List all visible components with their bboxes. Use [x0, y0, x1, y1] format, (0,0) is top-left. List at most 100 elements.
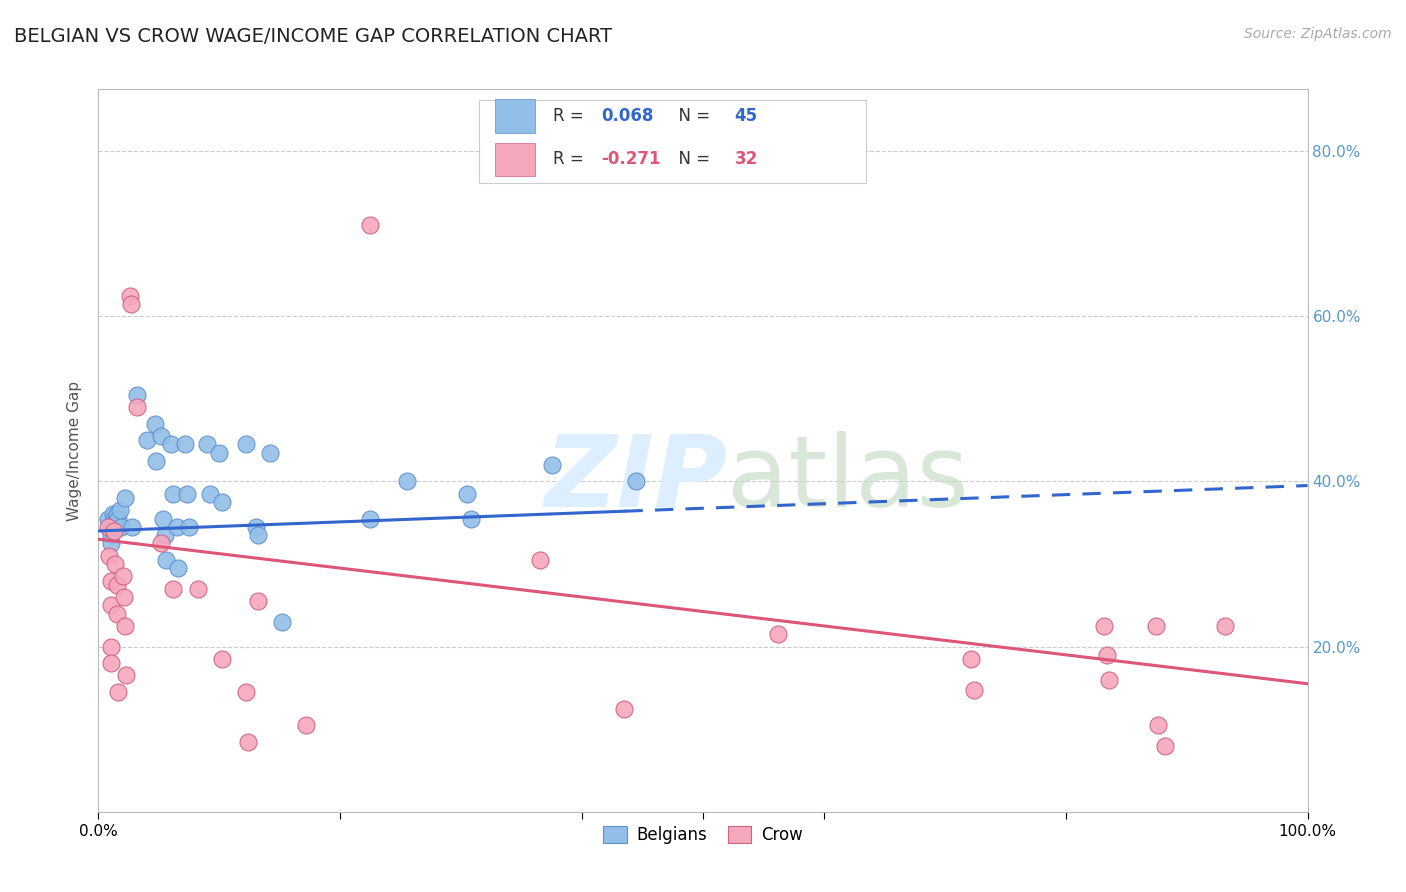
- Point: [235, 685, 257, 699]
- Point: [160, 437, 183, 451]
- Point: [1094, 619, 1116, 633]
- FancyBboxPatch shape: [495, 143, 534, 176]
- Point: [120, 297, 142, 311]
- Point: [104, 557, 127, 571]
- Point: [155, 553, 177, 567]
- Text: 32: 32: [734, 150, 758, 169]
- Text: 0.068: 0.068: [602, 107, 654, 125]
- Point: [103, 516, 125, 530]
- Point: [100, 520, 122, 534]
- Point: [111, 569, 134, 583]
- Point: [1098, 673, 1121, 687]
- Point: [152, 511, 174, 525]
- Point: [179, 520, 201, 534]
- Text: R =: R =: [553, 107, 589, 125]
- Point: [145, 454, 167, 468]
- FancyBboxPatch shape: [479, 100, 866, 183]
- Text: ZIP: ZIP: [544, 431, 727, 528]
- Point: [97, 511, 120, 525]
- Point: [135, 433, 157, 447]
- Text: R =: R =: [553, 150, 589, 169]
- Text: N =: N =: [668, 150, 716, 169]
- Point: [100, 528, 122, 542]
- Point: [174, 437, 197, 451]
- Point: [103, 511, 125, 525]
- Point: [395, 475, 418, 489]
- Point: [153, 528, 176, 542]
- Point: [100, 574, 122, 588]
- Point: [97, 520, 120, 534]
- Point: [626, 475, 648, 489]
- Legend: Belgians, Crow: Belgians, Crow: [596, 819, 810, 850]
- Text: N =: N =: [668, 107, 716, 125]
- Point: [187, 582, 209, 596]
- Point: [121, 520, 143, 534]
- Point: [143, 417, 166, 431]
- Point: [150, 536, 173, 550]
- Text: Source: ZipAtlas.com: Source: ZipAtlas.com: [1244, 27, 1392, 41]
- Point: [245, 520, 267, 534]
- Point: [101, 508, 124, 522]
- Point: [107, 685, 129, 699]
- Point: [766, 627, 789, 641]
- Point: [103, 524, 125, 538]
- Point: [271, 615, 294, 629]
- Point: [105, 508, 128, 522]
- Point: [540, 458, 562, 472]
- Point: [127, 388, 149, 402]
- Text: atlas: atlas: [727, 431, 969, 528]
- Point: [238, 734, 260, 748]
- Point: [613, 701, 636, 715]
- Point: [162, 582, 184, 596]
- Point: [100, 640, 122, 654]
- Point: [1146, 619, 1168, 633]
- Point: [115, 668, 138, 682]
- Point: [108, 503, 131, 517]
- Point: [198, 487, 221, 501]
- Text: BELGIAN VS CROW WAGE/INCOME GAP CORRELATION CHART: BELGIAN VS CROW WAGE/INCOME GAP CORRELAT…: [14, 27, 612, 45]
- Point: [98, 549, 121, 563]
- Point: [105, 607, 128, 621]
- Point: [167, 561, 190, 575]
- Point: [211, 652, 233, 666]
- Point: [1154, 739, 1177, 753]
- Text: -0.271: -0.271: [602, 150, 661, 169]
- Point: [1146, 718, 1168, 732]
- Point: [100, 536, 122, 550]
- Point: [114, 491, 136, 505]
- Point: [114, 619, 136, 633]
- Point: [1215, 619, 1237, 633]
- Point: [211, 495, 233, 509]
- Point: [259, 445, 281, 459]
- Y-axis label: Wage/Income Gap: Wage/Income Gap: [67, 380, 83, 521]
- Point: [460, 511, 482, 525]
- Point: [295, 718, 318, 732]
- Point: [360, 511, 382, 525]
- Point: [176, 487, 198, 501]
- Point: [195, 437, 218, 451]
- FancyBboxPatch shape: [495, 99, 534, 133]
- Point: [110, 520, 132, 534]
- Point: [105, 577, 128, 591]
- Point: [247, 528, 270, 542]
- Point: [529, 553, 551, 567]
- Point: [456, 487, 478, 501]
- Point: [112, 590, 135, 604]
- Point: [104, 520, 127, 534]
- Point: [166, 520, 188, 534]
- Point: [107, 511, 129, 525]
- Point: [118, 288, 141, 302]
- Point: [100, 656, 122, 670]
- Point: [235, 437, 257, 451]
- Point: [247, 594, 270, 608]
- Point: [208, 445, 231, 459]
- Point: [960, 652, 983, 666]
- Point: [963, 682, 986, 697]
- Point: [100, 599, 122, 613]
- Point: [162, 487, 184, 501]
- Text: 45: 45: [734, 107, 758, 125]
- Point: [1095, 648, 1118, 662]
- Point: [150, 429, 173, 443]
- Point: [360, 219, 382, 233]
- Point: [127, 400, 149, 414]
